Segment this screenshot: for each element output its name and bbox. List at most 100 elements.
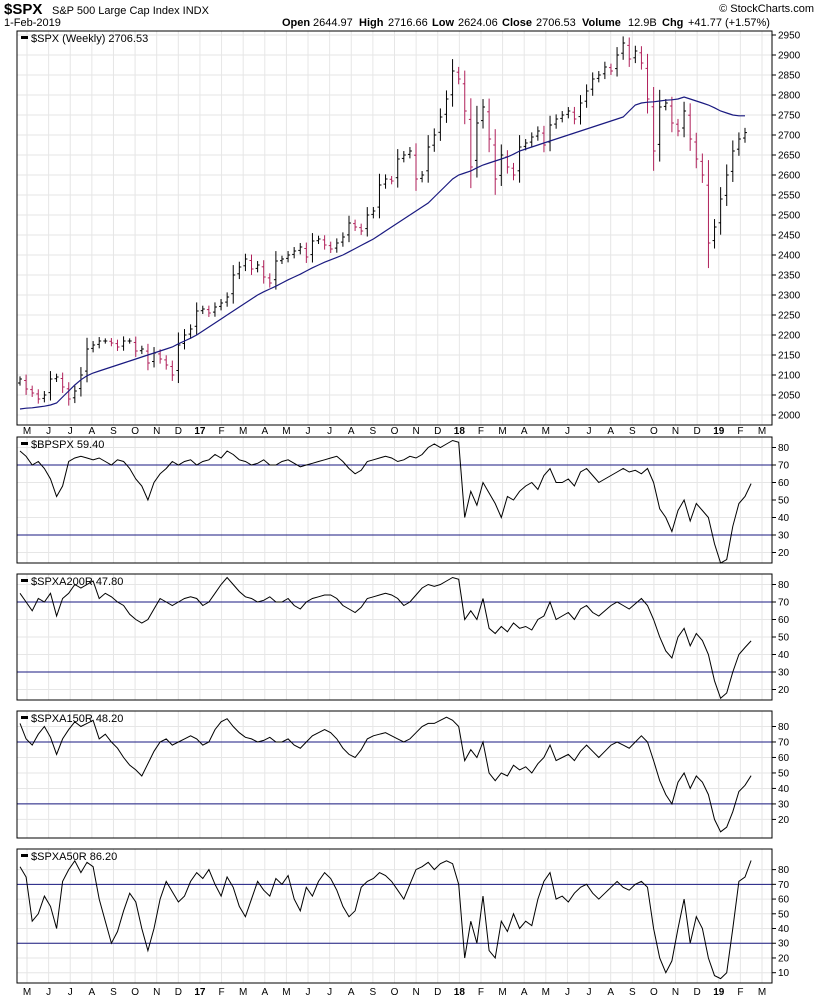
- x-tick-label: N: [153, 426, 160, 437]
- y-tick-label: 60: [778, 478, 790, 489]
- chart-header: $SPX S&P 500 Large Cap Index INDX 1-Feb-…: [4, 1, 814, 29]
- x-tick-label: J: [565, 987, 570, 998]
- y-tick-label: 2850: [778, 71, 801, 82]
- x-tick-label: F: [478, 987, 484, 998]
- y-tick-label: 2750: [778, 111, 801, 122]
- x-tick-label: S: [370, 426, 377, 437]
- y-tick-label: 40: [778, 513, 790, 524]
- high-value: 2716.66: [388, 17, 428, 29]
- x-tick-label: A: [521, 987, 528, 998]
- y-tick-label: 2250: [778, 311, 801, 322]
- y-tick-label: 2500: [778, 211, 801, 222]
- y-tick-label: 2200: [778, 331, 801, 342]
- index-name: S&P 500 Large Cap Index INDX: [52, 5, 210, 17]
- low-label: Low: [432, 17, 454, 29]
- x-tick-label: O: [391, 426, 399, 437]
- y-tick-label: 2000: [778, 411, 801, 422]
- x-tick-label: A: [607, 987, 614, 998]
- y-tick-label: 2800: [778, 91, 801, 102]
- bpspx-panel: 20 30 40 50 60 70 80 $BPSPX 59.40: [16, 436, 790, 564]
- x-axis-bottom: M J J A S O N D 17 F M A M J J A S O N D 18 F M A M J J A S O N D 19 F M: [23, 987, 766, 998]
- y-tick-label: 20: [778, 685, 790, 696]
- x-tick-label: J: [68, 426, 73, 437]
- y-tick-label: 30: [778, 668, 790, 679]
- spxa50r-reference-lines: [17, 883, 772, 944]
- x-tick-label: J: [587, 987, 592, 998]
- symbol: $SPX: [4, 1, 42, 18]
- x-tick-label: N: [413, 987, 420, 998]
- y-tick-label: 40: [778, 924, 790, 935]
- bpspx-legend: $BPSPX 59.40: [31, 439, 104, 451]
- x-tick-label: F: [219, 987, 225, 998]
- spxa200r-line: [19, 576, 752, 700]
- legend-swatch: [21, 716, 28, 719]
- x-tick-label: J: [327, 987, 332, 998]
- x-tick-label: A: [261, 426, 268, 437]
- y-tick-label: 2400: [778, 251, 801, 262]
- x-tick-label: M: [498, 987, 506, 998]
- x-tick-label: S: [370, 987, 377, 998]
- y-tick-label: 20: [778, 953, 790, 964]
- spxa150r-panel: 20 30 40 50 60 70 80 $SPXA150R 48.20: [16, 710, 790, 839]
- price-panel: 2000 2050 2100 2150 2200 2250 2300 2350 2400 2450…: [16, 30, 801, 426]
- chart-date: 1-Feb-2019: [4, 17, 61, 29]
- spxa200r-panel: 20 30 40 50 60 70 80 $SPXA200R 47.80: [16, 573, 790, 701]
- x-tick-label: M: [23, 987, 31, 998]
- x-tick-label: F: [737, 987, 743, 998]
- spxa150r-line: [19, 716, 752, 833]
- y-tick-label: 2550: [778, 191, 801, 202]
- y-tick-label: 2700: [778, 131, 801, 142]
- x-tick-label: A: [89, 987, 96, 998]
- spxa50r-panel: 10 20 30 40 50 60 70 80 $SPXA50R 86.20: [16, 848, 790, 984]
- x-tick-label: M: [498, 426, 506, 437]
- x-tick-label: M: [282, 987, 290, 998]
- x-tick-label: A: [261, 987, 268, 998]
- y-tick-label: 2350: [778, 271, 801, 282]
- y-tick-label: 70: [778, 461, 790, 472]
- y-tick-label: 2600: [778, 171, 801, 182]
- x-tick-label: J: [306, 987, 311, 998]
- x-tick-label: 17: [194, 987, 206, 998]
- y-tick-label: 70: [778, 737, 790, 748]
- x-tick-label: D: [434, 426, 441, 437]
- ohlc-summary: Open 2644.97 High 2716.66 Low 2624.06 Cl…: [282, 17, 770, 29]
- spxa150r-gridlines: [17, 711, 772, 838]
- open-value: 2644.97: [313, 17, 353, 29]
- spxa200r-gridlines: [17, 574, 772, 700]
- spxa50r-panel-frame: [16, 848, 773, 984]
- y-tick-label: 40: [778, 650, 790, 661]
- y-tick-label: 50: [778, 633, 790, 644]
- spxa50r-y-axis: 10 20 30 40 50 60 70 80: [772, 865, 790, 979]
- y-tick-label: 70: [778, 880, 790, 891]
- x-tick-label: F: [219, 426, 225, 437]
- x-tick-label: M: [758, 987, 766, 998]
- legend-swatch: [21, 36, 28, 39]
- y-tick-label: 10: [778, 968, 790, 979]
- legend-swatch: [21, 854, 28, 857]
- x-tick-label: O: [131, 426, 139, 437]
- x-tick-label: D: [175, 987, 182, 998]
- close-value: 2706.53: [536, 17, 576, 29]
- x-tick-label: J: [587, 426, 592, 437]
- spxa150r-legend: $SPXA150R 48.20: [31, 713, 123, 725]
- price-gridlines: [17, 31, 772, 425]
- y-tick-label: 2300: [778, 291, 801, 302]
- x-tick-label: S: [629, 426, 636, 437]
- x-tick-label: J: [68, 987, 73, 998]
- x-tick-label: M: [239, 987, 247, 998]
- x-tick-label: M: [758, 426, 766, 437]
- x-tick-label: J: [306, 426, 311, 437]
- spxa200r-reference-lines: [17, 601, 772, 673]
- y-tick-label: 60: [778, 753, 790, 764]
- x-tick-label: N: [672, 426, 679, 437]
- spxa150r-panel-frame: [16, 710, 773, 839]
- y-tick-label: 2950: [778, 31, 801, 42]
- price-bars: [18, 36, 747, 406]
- volume-value: 12.9B: [628, 17, 657, 29]
- x-tick-label: A: [607, 426, 614, 437]
- spxa150r-y-axis: 20 30 40 50 60 70 80: [772, 722, 790, 826]
- y-tick-label: 30: [778, 799, 790, 810]
- y-tick-label: 2150: [778, 351, 801, 362]
- y-tick-label: 70: [778, 598, 790, 609]
